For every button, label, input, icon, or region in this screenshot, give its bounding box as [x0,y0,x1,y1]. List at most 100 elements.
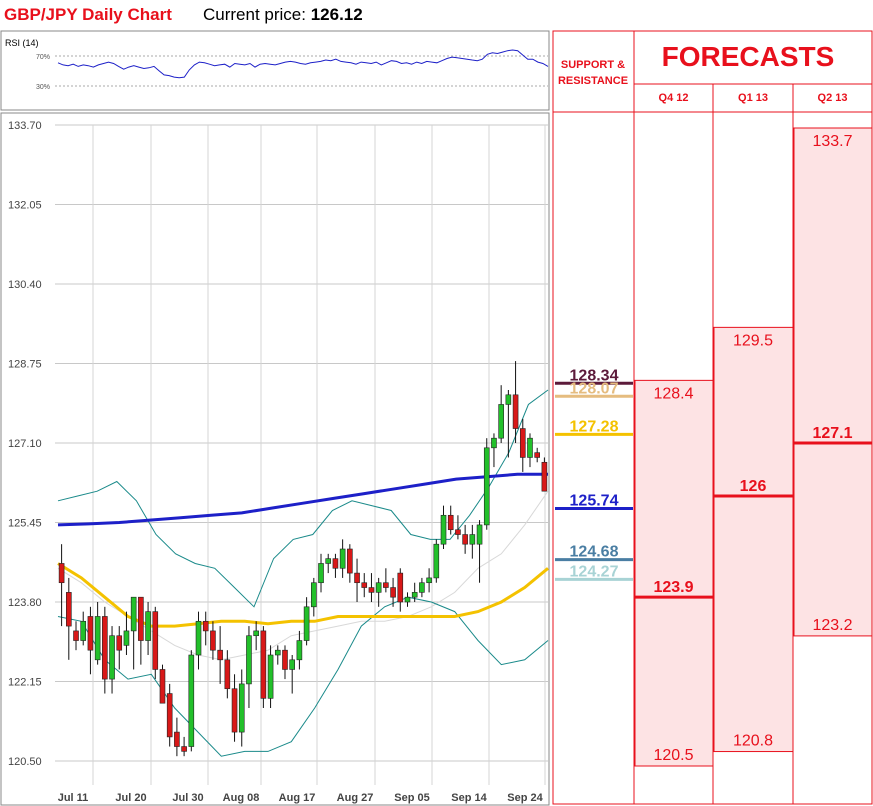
forecast-columns: Q4 12 128.4 123.9 120.5 Q1 13 129.5 126 120.8 Q2… [634,92,873,767]
forecast-quarter-label: Q4 12 [659,92,689,104]
rsi-30-label: 30% [36,84,50,91]
candle-body [462,534,468,545]
x-tick-label: Jul 20 [115,792,146,804]
candlesticks [58,361,548,757]
candle-body [195,620,202,656]
candle-body [354,572,360,584]
y-tick-label: 133.70 [8,120,42,132]
forecast-range-box [634,379,714,767]
candle-body [282,649,288,670]
candle-body [455,529,461,535]
candle-body [512,394,519,429]
forecast-low-value: 120.5 [653,747,693,764]
sr-level-value: 125.74 [570,493,619,510]
rsi-label: RSI (14) [5,38,39,48]
x-tick-label: Jul 30 [172,792,203,804]
candle-body [383,582,389,588]
candle-body [411,592,418,598]
candle-body [181,746,187,752]
bollinger-upper-band [57,389,549,608]
y-tick-label: 120.50 [8,756,42,768]
candle-body [311,582,317,608]
forecast-mid-value: 126 [740,478,767,495]
candle-body [534,452,540,458]
candle-body [361,582,368,588]
y-axis-ticks: 133.70 132.05 130.40 128.75 127.10 125.45 123.… [8,120,42,768]
candle-body [94,616,101,661]
current-price: Current price: 126.12 [203,5,363,25]
candle-body [296,640,303,661]
rsi-line [57,49,549,79]
x-tick-label: Aug 27 [337,792,374,804]
main-chart-area: 133.70 132.05 130.40 128.75 127.10 125.45 123.… [0,112,550,806]
candle-body [260,630,267,699]
candle-body [440,514,447,545]
forecasts-title: FORECASTS [662,41,835,72]
candle-body [339,548,346,569]
candle-body [224,659,231,690]
current-price-label: Current price: [203,5,306,24]
sr-title-line-1: SUPPORT & [561,59,625,71]
candle-body [174,731,180,747]
candle-body [347,548,353,574]
forecast-high-value: 128.4 [653,385,693,402]
candle-body [527,437,533,458]
forecast-high-value: 133.7 [812,133,852,150]
sr-level-value: 124.27 [570,563,619,580]
candle-body [267,654,274,699]
candle-body [238,683,245,733]
x-tick-label: Aug 08 [223,792,260,804]
candle-body [491,437,497,449]
x-axis-ticks: Jul 11 Jul 20 Jul 30 Aug 08 Aug 17 Aug 27 Sep … [58,792,544,804]
x-tick-label: Sep 14 [451,792,487,804]
moving-average-blue [57,472,548,527]
candle-body [66,592,72,627]
chart-title: GBP/JPY Daily Chart [4,5,172,24]
sr-level-value: 127.28 [570,418,619,435]
candle-body [426,577,432,584]
x-tick-label: Sep 05 [394,792,429,804]
candle-body [73,630,79,641]
candle-body [325,558,332,564]
y-tick-label: 122.15 [8,677,42,689]
sr-title-line-2: RESISTANCE [558,75,628,87]
candle-body [102,616,108,680]
candle-body [419,582,425,593]
chart-header: GBP/JPY Daily Chart Current price: 126.1… [0,0,560,30]
candle-body [368,587,375,593]
candle-body [289,659,295,670]
rsi-70-label: 70% [36,54,50,61]
forecast-low-value: 123.2 [812,617,852,634]
candle-body [498,404,504,439]
candle-body [375,582,382,593]
candle-body [231,688,238,733]
y-tick-label: 127.10 [8,438,42,450]
forecast-mid-value: 127.1 [812,425,852,442]
candle-body [404,596,411,603]
forecast-quarter-label: Q1 13 [738,92,768,104]
forecast-low-value: 120.8 [733,733,773,750]
candle-body [483,447,490,526]
x-tick-label: Sep 24 [507,792,543,804]
bollinger-lower-band [57,596,549,757]
candle-body [109,635,115,680]
candle-body [253,630,259,637]
y-tick-label: 128.75 [8,359,42,371]
candle-body [202,620,209,632]
sr-level-value: 128.07 [570,380,619,397]
candle-body [188,654,195,747]
candle-body [433,543,440,579]
candle-body [332,558,339,569]
candle-body [274,649,281,656]
candle-body [130,596,137,632]
sr-level-value: 128.34 [570,367,619,384]
candle-body [318,563,324,584]
candle-body [116,635,123,651]
candle-body [123,630,130,646]
candle-body [476,524,483,545]
candle-body [303,606,310,641]
candle-body [138,596,144,641]
current-price-value: 126.12 [310,5,363,24]
forecast-range-box [713,326,794,753]
